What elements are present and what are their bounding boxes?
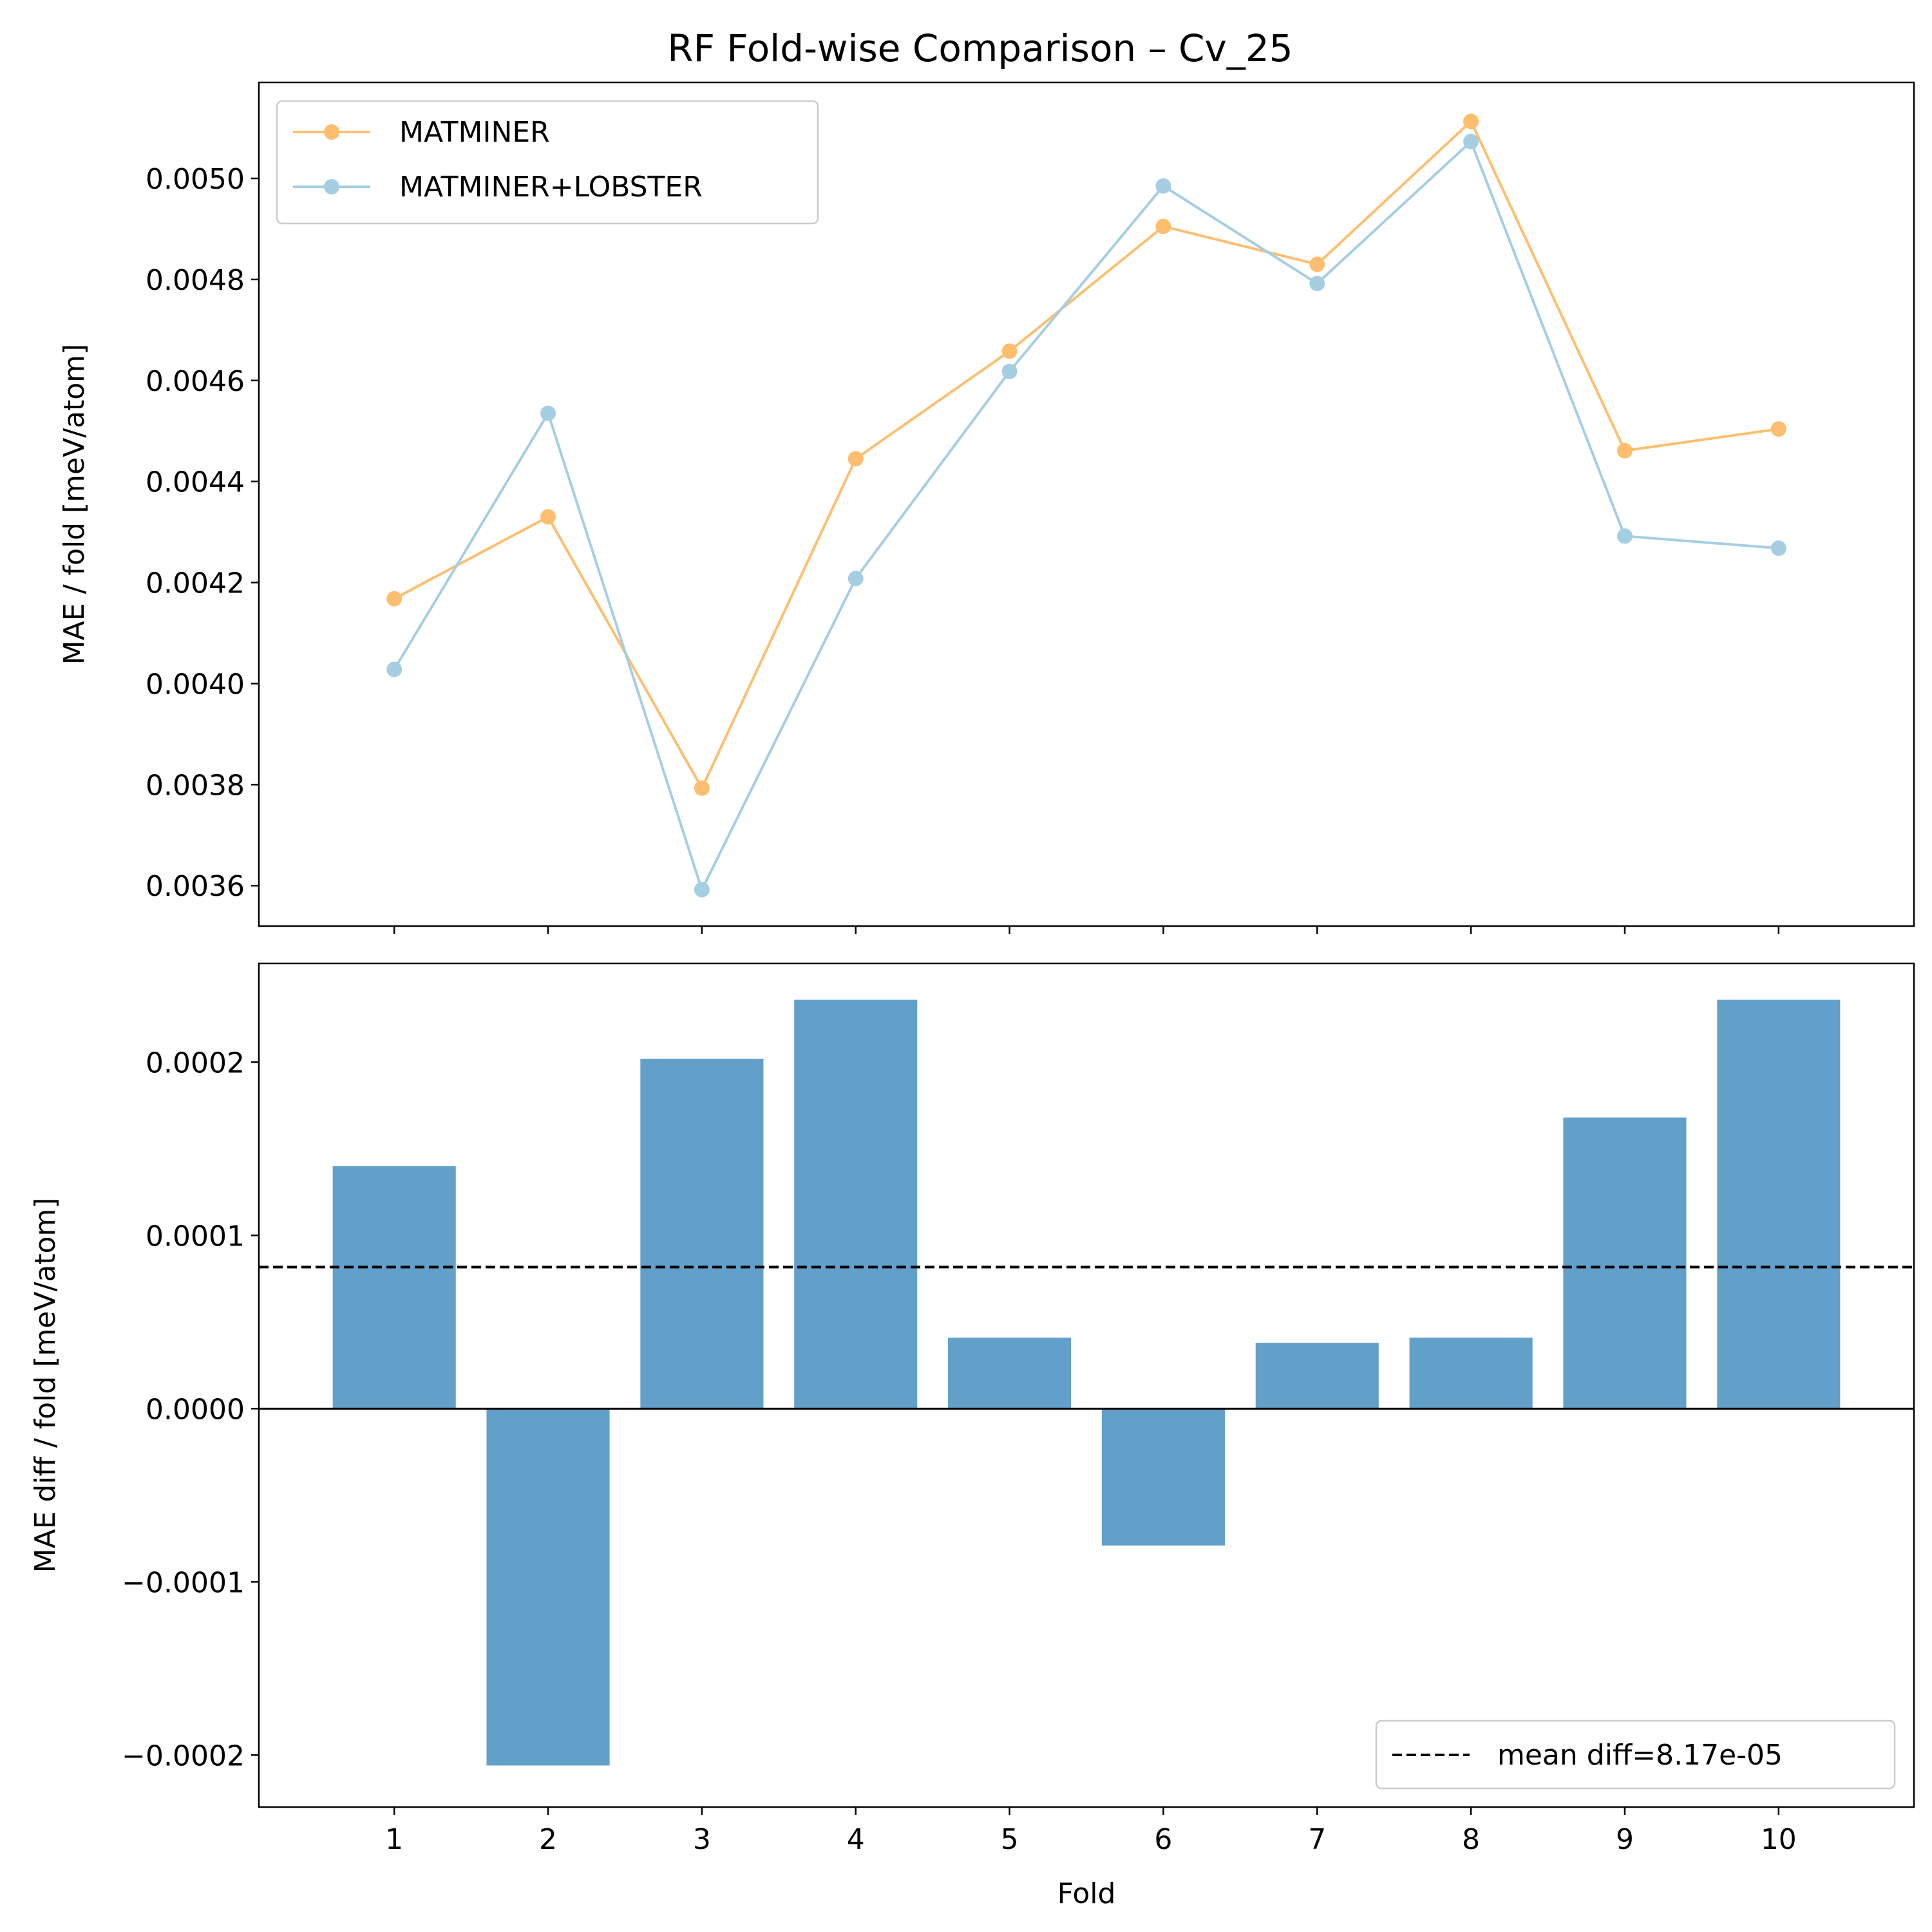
top-y-tick-label: 0.0044 xyxy=(146,466,245,499)
top-y-tick-label: 0.0048 xyxy=(146,264,245,297)
x-tick-label: 6 xyxy=(1154,1823,1172,1856)
x-tick-label: 2 xyxy=(539,1823,557,1856)
bottom-y-tick-label: 0.0002 xyxy=(146,1046,245,1079)
series-point-matminer xyxy=(1770,421,1786,437)
bar-fold-6 xyxy=(1101,1408,1225,1546)
legend-matminer-lobster-label: MATMINER+LOBSTER xyxy=(399,171,703,204)
top-y-tick-label: 0.0050 xyxy=(146,163,245,196)
legend-matminer-label: MATMINER xyxy=(399,116,550,149)
bar-fold-2 xyxy=(486,1408,610,1766)
chart-title: RF Fold-wise Comparison – Cv_25 xyxy=(667,26,1293,70)
x-tick-label: 10 xyxy=(1761,1823,1797,1856)
top-y-tick-label: 0.0036 xyxy=(146,870,245,903)
bar-fold-5 xyxy=(948,1338,1072,1409)
series-point-matminer xyxy=(1001,343,1018,359)
legend-mean-diff-label: mean diff=8.17e-05 xyxy=(1497,1739,1783,1772)
bottom-bars-group xyxy=(332,999,1841,1766)
series-point-matminer xyxy=(1155,218,1171,234)
top-y-tick-label: 0.0046 xyxy=(146,365,245,398)
series-point-matminer xyxy=(540,509,556,525)
bar-fold-3 xyxy=(640,1058,764,1409)
x-tick-label: 1 xyxy=(385,1823,403,1856)
top-legend: MATMINER MATMINER+LOBSTER xyxy=(276,100,819,225)
bar-fold-10 xyxy=(1717,999,1841,1409)
bar-fold-8 xyxy=(1409,1338,1533,1409)
bottom-legend-box xyxy=(1375,1719,1896,1790)
top-y-ticks: 0.0036 0.0038 0.0040 0.0042 0.0044 0.0046 0.00… xyxy=(146,163,259,903)
top-y-tick-label: 0.0042 xyxy=(146,567,245,600)
series-point-matminer-lobster xyxy=(1463,133,1479,149)
bar-fold-7 xyxy=(1255,1343,1379,1409)
bar-fold-4 xyxy=(794,999,918,1409)
top-y-tick-label: 0.0040 xyxy=(146,668,245,701)
top-plot-frame xyxy=(258,81,1915,927)
bottom-plot-frame xyxy=(258,962,1915,1808)
series-point-matminer xyxy=(1463,113,1479,129)
top-series-group xyxy=(386,113,1786,898)
series-point-matminer xyxy=(386,591,402,607)
series-point-matminer xyxy=(848,451,864,467)
series-point-matminer-lobster xyxy=(848,571,864,587)
series-point-matminer xyxy=(1309,256,1325,272)
series-point-matminer-lobster xyxy=(1309,276,1325,292)
series-point-matminer-lobster xyxy=(1616,528,1633,544)
series-point-matminer-lobster xyxy=(1001,363,1018,379)
x-tick-label: 7 xyxy=(1308,1823,1326,1856)
legend-matminer-lobster-marker xyxy=(324,179,339,194)
x-tick-label: 8 xyxy=(1462,1823,1480,1856)
top-x-ticks xyxy=(393,926,1780,934)
series-point-matminer-lobster xyxy=(1770,540,1786,556)
top-legend-box xyxy=(276,100,819,225)
x-axis-label: Fold xyxy=(1057,1877,1116,1910)
x-tick-label: 3 xyxy=(693,1823,711,1856)
series-point-matminer-lobster xyxy=(386,661,402,677)
bottom-y-tick-label: −0.0002 xyxy=(122,1739,245,1772)
series-point-matminer-lobster xyxy=(540,405,556,421)
x-tick-label: 5 xyxy=(1001,1823,1019,1856)
bottom-y-ticks: −0.0002 −0.0001 0.0000 0.0001 0.0002 xyxy=(122,1046,259,1772)
bottom-y-tick-label: −0.0001 xyxy=(122,1566,245,1599)
series-point-matminer xyxy=(694,780,710,796)
legend-matminer-marker xyxy=(324,124,339,140)
bar-fold-9 xyxy=(1563,1117,1687,1409)
bottom-y-tick-label: 0.0000 xyxy=(146,1393,245,1426)
series-point-matminer-lobster xyxy=(1155,178,1171,194)
top-y-tick-label: 0.0038 xyxy=(146,769,245,802)
bottom-y-tick-label: 0.0001 xyxy=(146,1220,245,1253)
series-line-matminer-lobster xyxy=(393,139,1779,893)
top-line-chart: 0.0036 0.0038 0.0040 0.0042 0.0044 0.0046 0.00… xyxy=(58,81,1915,934)
bar-fold-1 xyxy=(332,1166,456,1409)
top-y-axis-label: MAE / fold [meV/atom] xyxy=(58,344,91,665)
bottom-y-axis-label: MAE diff / fold [meV/atom] xyxy=(29,1198,62,1573)
x-tick-label: 4 xyxy=(847,1823,865,1856)
x-tick-label: 9 xyxy=(1616,1823,1634,1856)
bottom-legend: mean diff=8.17e-05 xyxy=(1375,1719,1896,1790)
series-point-matminer-lobster xyxy=(694,882,710,898)
series-point-matminer xyxy=(1616,442,1633,459)
bottom-bar-chart: −0.0002 −0.0001 0.0000 0.0001 0.0002 1 2 3 4 5 6 7… xyxy=(29,962,1915,1910)
bottom-x-ticks: 1 2 3 4 5 6 7 8 9 10 xyxy=(385,1807,1797,1856)
